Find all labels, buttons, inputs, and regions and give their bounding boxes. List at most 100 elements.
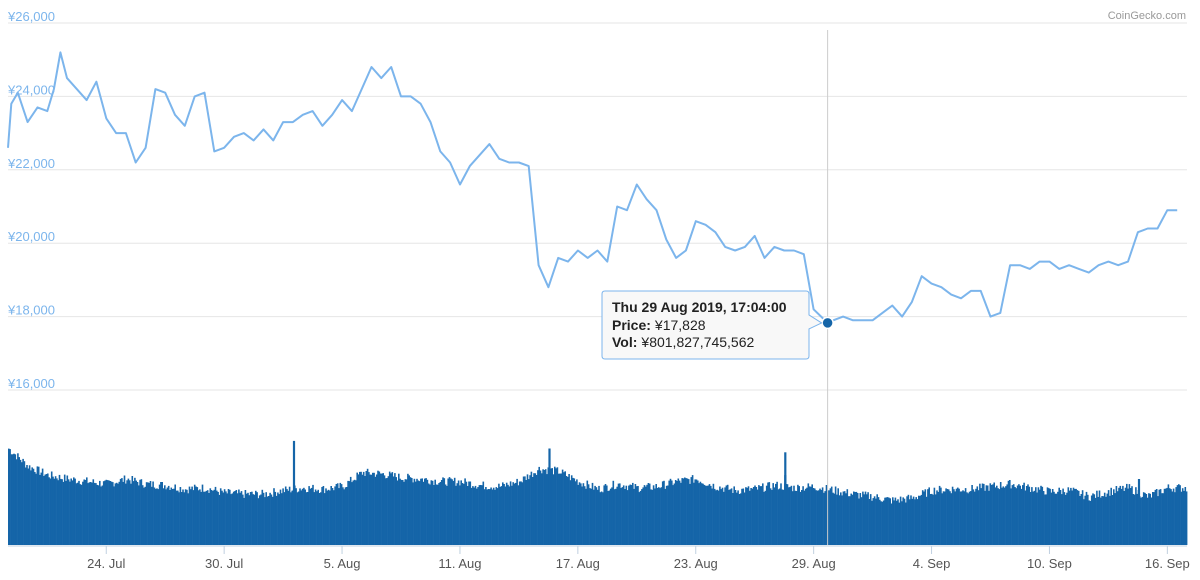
- volume-bar: [1025, 486, 1028, 545]
- volume-bar: [271, 496, 274, 545]
- volume-bar: [668, 480, 670, 545]
- volume-bar: [747, 486, 750, 545]
- volume-bar: [412, 482, 414, 545]
- volume-bar: [258, 495, 261, 545]
- volume-bar: [36, 466, 39, 545]
- volume-bar: [603, 485, 605, 545]
- volume-bar: [416, 478, 418, 545]
- volume-bar: [702, 483, 704, 545]
- volume-bar: [555, 468, 557, 545]
- volume-bar: [1037, 487, 1040, 545]
- volume-bar: [736, 492, 738, 545]
- volume-bar: [226, 493, 228, 545]
- volume-bar: [1123, 491, 1125, 545]
- volume-bar: [767, 482, 769, 545]
- x-tick-label: 11. Aug: [438, 556, 481, 571]
- volume-bar: [387, 476, 390, 545]
- volume-bar: [439, 482, 442, 545]
- volume-bar: [694, 479, 696, 545]
- volume-bar: [739, 493, 742, 545]
- volume-bar: [763, 491, 765, 545]
- volume-bar: [296, 492, 299, 545]
- volume-bar: [817, 490, 820, 545]
- volume-bar: [1120, 488, 1123, 545]
- volume-bar: [645, 486, 647, 545]
- volume-bar: [533, 473, 535, 545]
- volume-bar: [720, 489, 722, 545]
- volume-bar: [850, 493, 852, 545]
- volume-bar: [1102, 496, 1105, 545]
- volume-bar: [937, 491, 940, 545]
- volume-bar: [470, 487, 473, 545]
- volume-bar: [745, 487, 747, 545]
- credit-link[interactable]: CoinGecko.com: [1108, 10, 1186, 22]
- volume-bar: [976, 486, 979, 545]
- volume-bar: [287, 490, 290, 545]
- volume-bar: [542, 469, 544, 545]
- volume-bar: [554, 466, 556, 545]
- volume-bar: [383, 475, 386, 545]
- volume-bar: [768, 482, 771, 545]
- x-tick-label: 24. Jul: [87, 556, 125, 571]
- volume-bar: [1103, 492, 1106, 545]
- volume-bar: [30, 470, 32, 545]
- volume-bar: [105, 479, 108, 545]
- volume-bar: [830, 486, 833, 545]
- volume-bar: [820, 489, 823, 545]
- volume-bar: [269, 492, 271, 545]
- volume-bar: [49, 478, 52, 545]
- volume-bar: [898, 502, 901, 545]
- volume-bar: [788, 487, 790, 545]
- volume-series: [8, 440, 1188, 545]
- volume-bar: [762, 483, 764, 545]
- volume-bar: [373, 472, 375, 545]
- volume-bar: [14, 454, 17, 545]
- x-tick-label: 30. Jul: [205, 556, 243, 571]
- volume-bar: [905, 502, 907, 545]
- volume-bar: [1170, 489, 1172, 545]
- y-tick-label: ¥16,000: [7, 376, 55, 391]
- volume-bar: [1081, 490, 1084, 545]
- volume-bar: [281, 493, 283, 545]
- volume-bar: [530, 471, 533, 545]
- volume-bar: [1023, 482, 1025, 545]
- volume-bar: [1033, 490, 1036, 545]
- volume-bar: [35, 473, 37, 545]
- volume-bar: [867, 492, 869, 545]
- volume-bar: [236, 493, 239, 545]
- volume-bar: [126, 480, 128, 545]
- volume-bar: [309, 488, 312, 545]
- volume-bar: [513, 483, 516, 545]
- volume-bar: [379, 473, 382, 545]
- volume-bar: [366, 468, 369, 545]
- volume-bar: [673, 483, 676, 545]
- volume-bar: [151, 486, 153, 545]
- volume-bar: [880, 501, 882, 545]
- volume-bar: [884, 497, 886, 545]
- volume-bar: [733, 486, 735, 545]
- volume-bar: [876, 494, 878, 545]
- volume-bar: [643, 485, 646, 545]
- volume-bar: [61, 479, 63, 545]
- hover-point-marker[interactable]: [821, 316, 834, 330]
- volume-bar: [586, 480, 589, 545]
- volume-bar: [988, 490, 990, 545]
- volume-bar: [970, 491, 972, 545]
- volume-bar: [582, 483, 585, 545]
- volume-bar: [516, 478, 518, 545]
- x-tick-label: 17. Aug: [556, 556, 600, 571]
- volume-bar: [1009, 480, 1011, 545]
- volume-bar: [561, 469, 564, 545]
- volume-bar: [789, 486, 791, 545]
- volume-bar: [652, 485, 655, 545]
- volume-bar: [41, 468, 44, 545]
- volume-bar: [83, 479, 85, 545]
- volume-bar: [161, 482, 163, 545]
- volume-bar: [11, 454, 14, 545]
- volume-bar: [456, 483, 459, 545]
- volume-bar: [1038, 489, 1041, 545]
- volume-bar: [452, 480, 455, 545]
- volume-bar: [1150, 497, 1153, 545]
- volume-bar: [689, 483, 691, 545]
